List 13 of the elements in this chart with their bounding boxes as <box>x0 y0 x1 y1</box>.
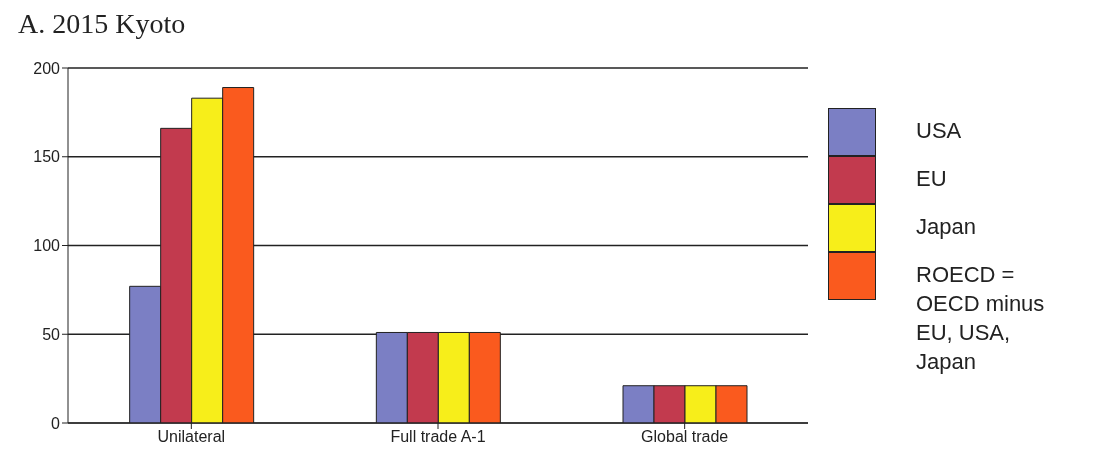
legend-label: Japan <box>916 213 976 241</box>
y-tick-label: 0 <box>51 414 61 432</box>
chart-title: A. 2015 Kyoto <box>18 8 187 41</box>
y-tick-label: 200 <box>33 59 61 77</box>
legend-label: EU <box>916 165 947 193</box>
x-tick-label: Global trade <box>641 428 729 446</box>
y-tick-label: 50 <box>42 325 61 343</box>
legend-label: USA <box>916 117 962 145</box>
y-tick-label: 150 <box>33 148 61 166</box>
x-tick-label: Full trade A-1 <box>390 428 486 446</box>
legend-label: ROECD = OECD minus EU, USA, Japan <box>916 261 1045 376</box>
y-tick-label: 100 <box>33 237 61 255</box>
x-tick-label: Unilateral <box>157 428 226 446</box>
